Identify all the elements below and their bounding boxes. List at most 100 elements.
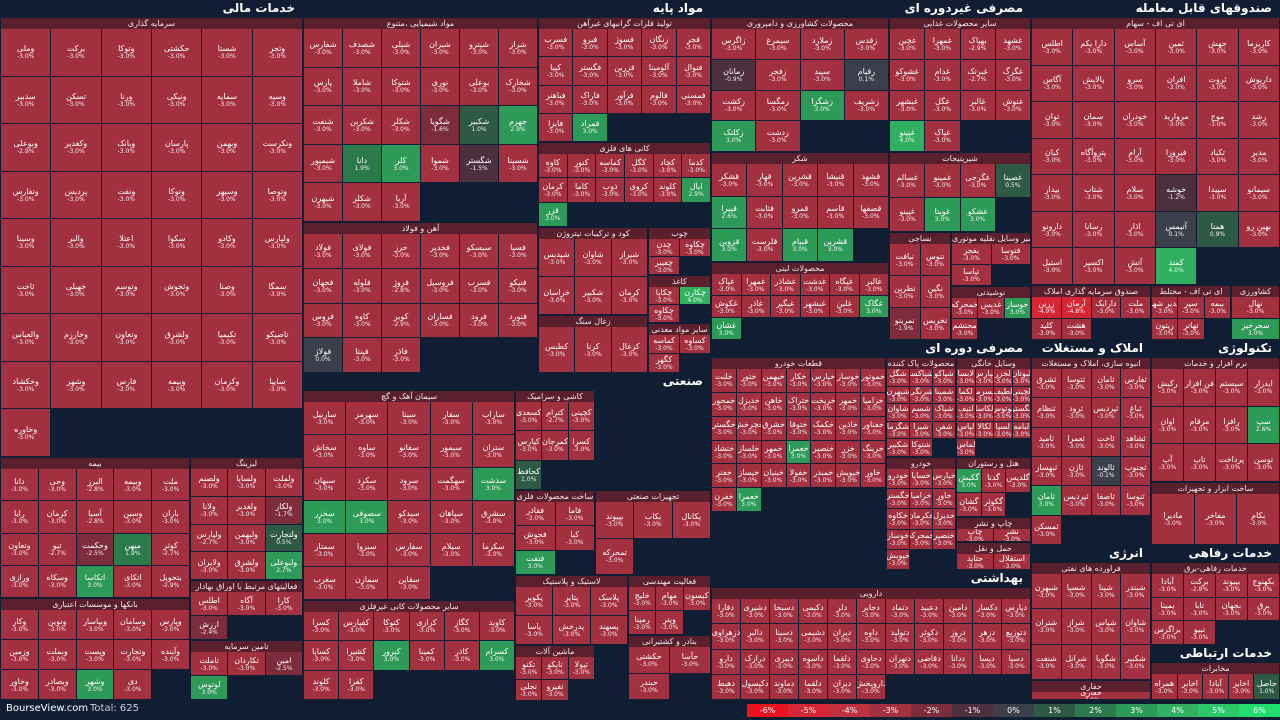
stock-tile[interactable]: لماس -3.0%	[957, 439, 975, 456]
stock-tile[interactable]: بپیوند -3.0%	[596, 502, 634, 538]
stock-tile[interactable]: غدشت -3.0%	[800, 274, 829, 295]
stock-tile[interactable]: دلقما -3.0%	[828, 649, 856, 674]
stock-tile[interactable]: شیرا -3.0%	[910, 421, 932, 439]
stock-tile[interactable]: پرداخت -3.0%	[1216, 444, 1247, 481]
stock-tile[interactable]: شستا -3.0%	[202, 29, 252, 76]
stock-tile[interactable]: فیرو -3.0%	[573, 29, 607, 57]
stock-tile[interactable]: شکربن -3.0%	[343, 106, 381, 144]
stock-tile[interactable]: زشگزا 3.0%	[800, 90, 844, 121]
stock-tile[interactable]: کاذر -3.0%	[444, 641, 479, 670]
stock-tile[interactable]: دتهران -3.0%	[886, 649, 914, 674]
stock-tile[interactable]: وحی -3.0%	[38, 469, 76, 501]
stock-tile[interactable]: شکبیر -3.0%	[575, 277, 611, 314]
stock-tile[interactable]: ثعمرا -3.0%	[1061, 427, 1091, 456]
stock-tile[interactable]: دیران -3.0%	[828, 624, 856, 649]
stock-tile[interactable]: شنفت -3.0%	[1032, 644, 1061, 679]
stock-tile[interactable]: شصدف -3.0%	[343, 29, 381, 67]
stock-tile[interactable]: دانا 1.9%	[343, 144, 381, 183]
stock-tile[interactable]: تیو -2.7%	[38, 533, 76, 565]
stock-tile[interactable]: ورنا -3.0%	[101, 76, 151, 124]
stock-tile[interactable]: همراه -3.0%	[1152, 674, 1177, 699]
stock-tile[interactable]: غشان 3.0%	[712, 318, 741, 339]
stock-tile[interactable]: آلومینا -3.0%	[642, 57, 676, 85]
stock-tile[interactable]: خودرو -3.0%	[887, 469, 909, 489]
stock-tile[interactable]: شکبیر 1.0%	[460, 106, 498, 144]
stock-tile[interactable]: اذار -3.0%	[1114, 211, 1155, 248]
stock-tile[interactable]: ثمسکن -3.0%	[1032, 515, 1061, 544]
stock-tile[interactable]: ساپیا -3.0%	[252, 361, 302, 409]
stock-tile[interactable]: خپویش -3.0%	[887, 549, 909, 569]
stock-tile[interactable]: سلام -3.0%	[1114, 175, 1155, 211]
stock-tile[interactable]: کیان -3.0%	[1032, 138, 1073, 175]
stock-tile[interactable]: غشاذر -3.0%	[771, 274, 800, 295]
stock-tile[interactable]: وشهر 3.0%	[76, 670, 114, 699]
stock-tile[interactable]: زقدس -3.0%	[844, 29, 888, 59]
stock-tile[interactable]: خوساز 3.0%	[1004, 298, 1030, 318]
stock-tile[interactable]: لچینی -3.0%	[1012, 386, 1030, 404]
stock-tile[interactable]: اخابر -3.0%	[1177, 674, 1203, 699]
stock-tile[interactable]: سیدکو -3.0%	[388, 501, 430, 533]
stock-tile[interactable]: ختشاد -3.0%	[712, 440, 736, 464]
stock-tile[interactable]: خلساز -3.0%	[736, 440, 761, 464]
stock-tile[interactable]: وبپاسار -3.0%	[76, 610, 114, 639]
stock-tile[interactable]: غپاک -3.0%	[712, 274, 741, 295]
stock-tile[interactable]: زکشت -3.0%	[712, 90, 756, 121]
stock-tile[interactable]: وتفارس -3.0%	[1, 171, 51, 219]
stock-tile[interactable]: وکادو -3.0%	[202, 219, 252, 266]
stock-tile[interactable]: وپتر -3.0%	[656, 611, 683, 634]
stock-tile[interactable]: شپنا -3.0%	[1091, 574, 1121, 609]
stock-tile[interactable]: اتکای -3.0%	[114, 565, 152, 597]
stock-tile[interactable]: آپ -3.0%	[1152, 444, 1183, 481]
stock-tile[interactable]: وحکمت -2.5%	[76, 533, 114, 565]
stock-tile[interactable]: تکیاد -3.0%	[1197, 138, 1238, 175]
stock-tile[interactable]: غسالم -3.0%	[890, 164, 925, 197]
stock-tile[interactable]: تسکن -3.0%	[51, 76, 101, 124]
stock-tile[interactable]: افران -3.0%	[1155, 65, 1197, 102]
stock-tile[interactable]: تهاتر -3.0%	[1178, 318, 1204, 339]
stock-tile[interactable]: بمپنا -3.0%	[1152, 597, 1183, 621]
stock-tile[interactable]: ختراک -3.0%	[786, 392, 811, 416]
stock-tile[interactable]: دشیمی -3.0%	[799, 624, 827, 649]
stock-tile[interactable]: حتاید -3.0%	[957, 554, 993, 569]
stock-tile[interactable]: حکشتی -3.0%	[629, 647, 669, 673]
stock-tile[interactable]: خمهر -3.0%	[761, 440, 786, 464]
stock-tile[interactable]: شبهرن -3.0%	[304, 183, 342, 221]
stock-tile[interactable]: نطرین -3.0%	[890, 276, 920, 307]
stock-tile[interactable]: دارونو -3.0%	[1032, 211, 1073, 248]
stock-tile[interactable]: ونفت -3.0%	[101, 171, 151, 219]
stock-tile[interactable]: برکت -3.0%	[51, 29, 101, 76]
stock-tile[interactable]: خعمرا 3.0%	[786, 440, 811, 464]
stock-tile[interactable]: وخاور -3.0%	[1, 670, 38, 699]
stock-tile[interactable]: غدام -3.0%	[925, 59, 960, 90]
stock-tile[interactable]: خلنت -3.0%	[712, 369, 736, 392]
stock-tile[interactable]: باران -3.0%	[152, 501, 189, 533]
stock-tile[interactable]: خلیج -3.0%	[629, 587, 656, 610]
stock-tile[interactable]: دانا -3.0%	[1, 469, 38, 501]
stock-tile[interactable]: نوری -3.0%	[421, 67, 459, 106]
stock-tile[interactable]: آرمان -4.8%	[1061, 297, 1091, 318]
stock-tile[interactable]: دیران -3.0%	[828, 674, 856, 699]
stock-tile[interactable]: تاملت -3.0%	[191, 652, 228, 675]
stock-tile[interactable]: سغرب -3.0%	[304, 567, 346, 599]
stock-tile[interactable]: فرود -3.0%	[460, 303, 498, 338]
stock-tile[interactable]: آساس -3.0%	[1114, 29, 1155, 65]
stock-tile[interactable]: مدیر شهر-3.0%	[1152, 297, 1178, 318]
stock-tile[interactable]: شکلر -3.0%	[343, 183, 381, 221]
stock-tile[interactable]: غصینا 0.5%	[995, 164, 1030, 197]
stock-tile[interactable]: رقیام 0.1%	[844, 59, 888, 90]
stock-tile[interactable]: قاسم -3.0%	[818, 196, 853, 229]
stock-tile[interactable]: قپیرا 2.6%	[712, 196, 747, 229]
stock-tile[interactable]: ثرود -3.0%	[1061, 398, 1091, 427]
stock-tile[interactable]: شپاک -3.0%	[933, 404, 955, 421]
stock-tile[interactable]: ولساپا -3.0%	[228, 469, 265, 496]
stock-tile[interactable]: سرود -3.0%	[388, 468, 430, 500]
stock-tile[interactable]: کتوکا -3.0%	[374, 612, 409, 641]
stock-tile[interactable]: ولبهمن -3.0%	[228, 524, 265, 552]
stock-tile[interactable]: استیل -3.0%	[1032, 248, 1073, 284]
stock-tile[interactable]: زکلتک 3.0%	[712, 121, 756, 151]
stock-tile[interactable]: لبامه -3.0%	[1012, 421, 1030, 439]
stock-tile[interactable]: ثشاهد -3.0%	[1121, 427, 1150, 456]
stock-tile[interactable]: کرازی -3.0%	[409, 612, 444, 641]
stock-tile[interactable]: وخاوره -3.0%	[1, 409, 51, 456]
stock-tile[interactable]: سمگا -3.0%	[252, 266, 302, 314]
